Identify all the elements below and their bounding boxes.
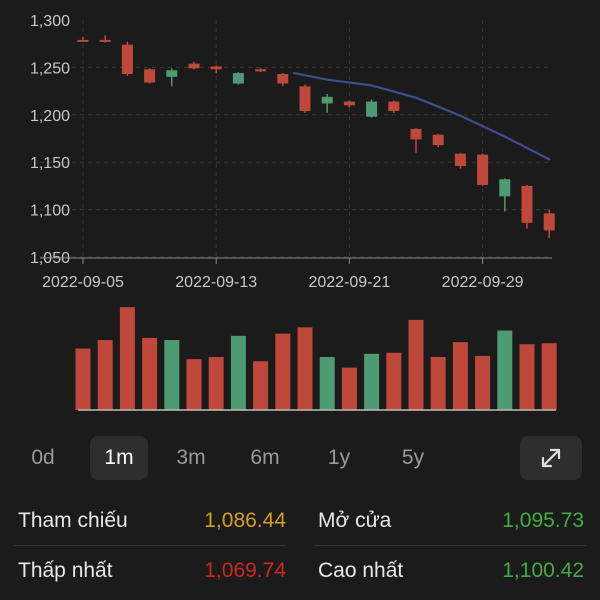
- volume-bar: [230, 335, 246, 410]
- y-tick-label: 1,100: [30, 203, 70, 220]
- candle-body: [543, 213, 555, 231]
- range-3m-button[interactable]: 3m: [176, 446, 206, 469]
- candle-body: [188, 63, 200, 69]
- range-selector: 0d 1m 3m 6m 1y 5y: [14, 436, 586, 482]
- volume-bar: [541, 343, 557, 410]
- volume-bar: [341, 367, 357, 410]
- volume-bar: [364, 353, 380, 410]
- candle-body: [166, 70, 178, 77]
- candle-body: [410, 129, 422, 140]
- x-tick-label: 2022-09-29: [442, 274, 524, 291]
- candle-body: [343, 101, 355, 106]
- volume-bar: [97, 340, 113, 410]
- volume-chart: [75, 307, 557, 411]
- stat-high-label: Cao nhất: [318, 558, 404, 582]
- candle-body: [477, 154, 489, 185]
- volume-bar: [275, 333, 291, 410]
- candle-body: [210, 66, 222, 70]
- volume-bar: [142, 337, 158, 410]
- stat-low-value: 1,069.74: [204, 558, 286, 582]
- volume-bar: [519, 344, 535, 410]
- volume-bar: [408, 319, 424, 410]
- moving-average-line: [292, 71, 551, 161]
- volume-bar: [75, 348, 91, 410]
- volume-bar: [386, 352, 402, 410]
- x-tick-label: 2022-09-05: [42, 274, 124, 291]
- candle-body: [121, 44, 133, 75]
- volume-bar: [119, 307, 135, 410]
- stat-low-label: Thấp nhất: [18, 558, 113, 582]
- range-1y-button[interactable]: 1y: [327, 446, 351, 469]
- range-0d-button[interactable]: 0d: [31, 446, 55, 469]
- candle-body: [277, 74, 289, 84]
- volume-bar: [297, 327, 313, 410]
- stat-low: Thấp nhất 1,069.74: [18, 546, 286, 595]
- stat-high-value: 1,100.42: [502, 558, 584, 582]
- y-tick-label: 1,150: [30, 155, 70, 172]
- y-tick-label: 1,200: [30, 108, 70, 125]
- x-tick-label: 2022-09-21: [308, 274, 390, 291]
- volume-bar: [164, 340, 180, 410]
- stat-reference-label: Tham chiếu: [18, 508, 128, 532]
- expand-icon: [541, 448, 561, 468]
- stat-open-label: Mở cửa: [318, 508, 392, 532]
- candle-body: [255, 69, 267, 72]
- price-chart[interactable]: 1,3001,2501,2001,1501,1001,0502022-09-05…: [0, 0, 600, 296]
- range-1m-button[interactable]: 1m: [90, 436, 148, 480]
- stat-reference-value: 1,086.44: [204, 508, 286, 532]
- volume-bar: [497, 330, 513, 410]
- candle-body: [388, 101, 400, 112]
- candle-body: [321, 96, 333, 104]
- range-6m-button[interactable]: 6m: [250, 446, 280, 469]
- candle-body: [521, 185, 533, 223]
- stat-high: Cao nhất 1,100.42: [318, 546, 584, 595]
- candle-body: [144, 69, 156, 83]
- y-tick-label: 1,250: [30, 60, 70, 77]
- y-tick-label: 1,300: [30, 13, 70, 30]
- candle-body: [499, 179, 511, 197]
- candle-body: [232, 73, 244, 84]
- range-5y-button[interactable]: 5y: [401, 446, 425, 469]
- volume-bar: [319, 357, 335, 410]
- volume-bar: [452, 342, 468, 410]
- candle-body: [366, 101, 378, 117]
- volume-bar: [475, 355, 491, 410]
- candle-body: [299, 86, 311, 112]
- divider: [14, 545, 286, 546]
- volume-bar: [253, 361, 269, 410]
- divider: [314, 545, 586, 546]
- candle-body: [99, 39, 111, 42]
- candle-body: [77, 39, 89, 42]
- candle-body: [432, 134, 444, 146]
- stat-open-value: 1,095.73: [502, 508, 584, 532]
- x-tick-label: 2022-09-13: [175, 274, 257, 291]
- volume-bar: [208, 357, 224, 410]
- candle-body: [454, 153, 466, 166]
- volume-bar: [186, 359, 202, 410]
- stat-open: Mở cửa 1,095.73: [318, 496, 584, 545]
- volume-bar: [430, 357, 446, 410]
- stat-reference: Tham chiếu 1,086.44: [18, 496, 286, 545]
- expand-button[interactable]: [520, 436, 582, 480]
